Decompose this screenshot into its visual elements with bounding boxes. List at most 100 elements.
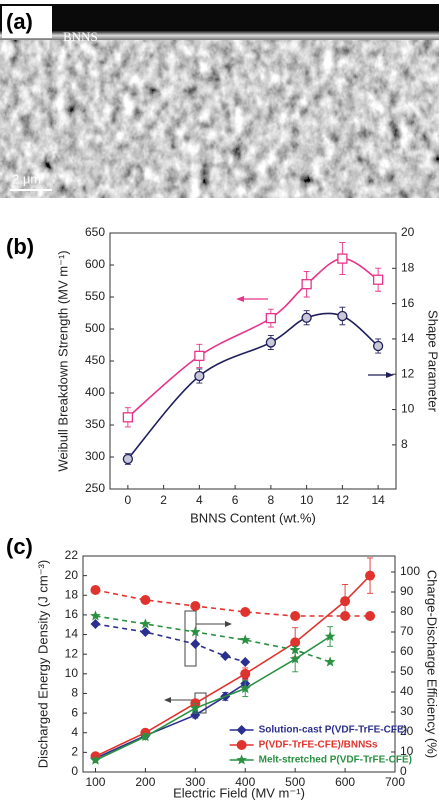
- marker: [289, 644, 301, 655]
- series-line: [95, 615, 331, 663]
- arrow-head: [236, 296, 244, 302]
- series-line: [95, 635, 331, 761]
- x-tick-label: 14: [371, 493, 385, 507]
- bnns-layer: [0, 31, 439, 40]
- y-tick-label: 0: [71, 764, 78, 778]
- marker: [290, 611, 301, 621]
- marker: [140, 595, 151, 605]
- marker: [190, 710, 201, 721]
- marker: [337, 253, 348, 264]
- marker: [122, 453, 134, 465]
- y2-tick-label: 12: [401, 366, 415, 380]
- x-tick-label: 200: [135, 775, 155, 789]
- y2-axis-title: Shape Parameter: [426, 310, 439, 413]
- marker: [365, 570, 376, 581]
- y-tick-label: 650: [85, 225, 105, 239]
- y-tick-label: 10: [65, 666, 79, 680]
- marker: [340, 611, 351, 621]
- y2-tick-label: 80: [400, 604, 414, 618]
- marker: [90, 754, 101, 765]
- y2-tick-label: 40: [400, 684, 414, 698]
- marker: [194, 350, 205, 362]
- marker: [140, 627, 151, 637]
- marker: [90, 619, 101, 629]
- y-axis-title: Weibull Breakdown Strength (MV m⁻¹): [55, 250, 70, 471]
- y2-tick-label: 90: [400, 584, 414, 598]
- marker: [239, 634, 251, 645]
- x-tick-label: 8: [268, 493, 275, 507]
- marker: [290, 637, 301, 648]
- y-tick-label: 450: [85, 353, 105, 367]
- panel-label-box: [2, 6, 52, 38]
- plot-frame: [82, 555, 396, 773]
- marker: [289, 653, 301, 664]
- series-line: [95, 589, 371, 617]
- marker: [240, 657, 251, 667]
- y-tick-label: 22: [65, 548, 79, 562]
- marker: [190, 601, 201, 611]
- y-tick-label: 250: [85, 481, 105, 495]
- y2-tick-label: 20: [401, 225, 415, 239]
- panel-label: (a): [6, 9, 33, 34]
- marker: [190, 639, 201, 649]
- y2-tick-label: 8: [401, 437, 408, 451]
- y-tick-label: 8: [71, 686, 78, 700]
- marker: [324, 656, 336, 667]
- group-box: [184, 610, 197, 667]
- y-tick-label: 14: [65, 627, 79, 641]
- marker: [301, 312, 312, 323]
- sem-image: (a) BNNS 2 μm: [0, 4, 439, 198]
- y2-tick-label: 100: [400, 564, 420, 578]
- marker: [236, 754, 247, 765]
- marker: [372, 274, 384, 285]
- y-tick-label: 350: [85, 417, 105, 431]
- series-line: [127, 312, 379, 460]
- y2-tick-label: 70: [400, 624, 414, 638]
- y-tick-label: 12: [65, 646, 79, 660]
- marker: [90, 585, 101, 595]
- x-tick-label: 6: [232, 493, 239, 507]
- marker: [236, 725, 247, 735]
- marker: [239, 682, 251, 694]
- marker: [240, 668, 251, 679]
- x-axis-title: BNNS Content (wt.%): [190, 510, 316, 525]
- y-tick-label: 600: [85, 257, 105, 271]
- marker: [220, 651, 231, 661]
- y-tick-label: 400: [85, 385, 105, 399]
- y2-tick-label: 18: [401, 260, 415, 274]
- marker: [140, 731, 151, 742]
- marker: [194, 370, 205, 382]
- marker: [236, 740, 247, 750]
- plot-frame: [109, 232, 397, 490]
- marker: [140, 618, 151, 629]
- marker: [265, 312, 277, 324]
- x-tick-label: 500: [285, 775, 305, 789]
- marker: [189, 626, 201, 637]
- y2-tick-label: 10: [400, 744, 414, 758]
- y-tick-label: 300: [85, 449, 105, 463]
- y-tick-label: 4: [71, 725, 78, 739]
- y2-tick-label: 30: [400, 704, 414, 718]
- y-axis-title: Discharged Energy Density (J cm⁻³): [35, 560, 50, 768]
- arrow-head: [164, 697, 171, 703]
- arrow-head: [386, 372, 394, 378]
- panel-label: (c): [6, 534, 33, 559]
- panel-label: (b): [6, 234, 34, 259]
- arrow-head: [225, 621, 232, 627]
- x-tick-label: 10: [300, 493, 314, 507]
- y2-tick-label: 0: [400, 764, 407, 778]
- x-tick-label: 400: [235, 775, 255, 789]
- axis-arrows-b: [236, 296, 394, 378]
- y2-tick-label: 16: [401, 296, 415, 310]
- y-tick-label: 20: [65, 568, 79, 582]
- y2-tick-label: 50: [400, 664, 414, 678]
- scale-bar-label: 2 μm: [12, 171, 41, 186]
- legend-label: P(VDF-TrFE-CFE)/BNNSs: [259, 740, 378, 751]
- y-tick-label: 2: [71, 745, 78, 759]
- layer-label: BNNS: [63, 29, 98, 44]
- marker: [340, 596, 351, 607]
- marker: [337, 310, 348, 322]
- x-tick-label: 0: [125, 493, 132, 507]
